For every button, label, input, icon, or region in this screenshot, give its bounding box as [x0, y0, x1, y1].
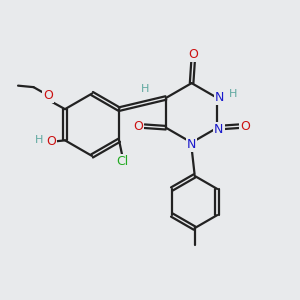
Text: H: H — [141, 84, 150, 94]
Text: N: N — [187, 138, 196, 151]
Text: N: N — [215, 92, 224, 104]
Text: Cl: Cl — [116, 154, 128, 168]
Text: O: O — [46, 135, 56, 148]
Text: O: O — [43, 89, 53, 102]
Text: H: H — [35, 135, 43, 145]
Text: N: N — [214, 123, 224, 136]
Text: O: O — [134, 120, 143, 133]
Text: O: O — [240, 120, 250, 133]
Text: O: O — [188, 48, 198, 62]
Text: H: H — [229, 88, 237, 98]
